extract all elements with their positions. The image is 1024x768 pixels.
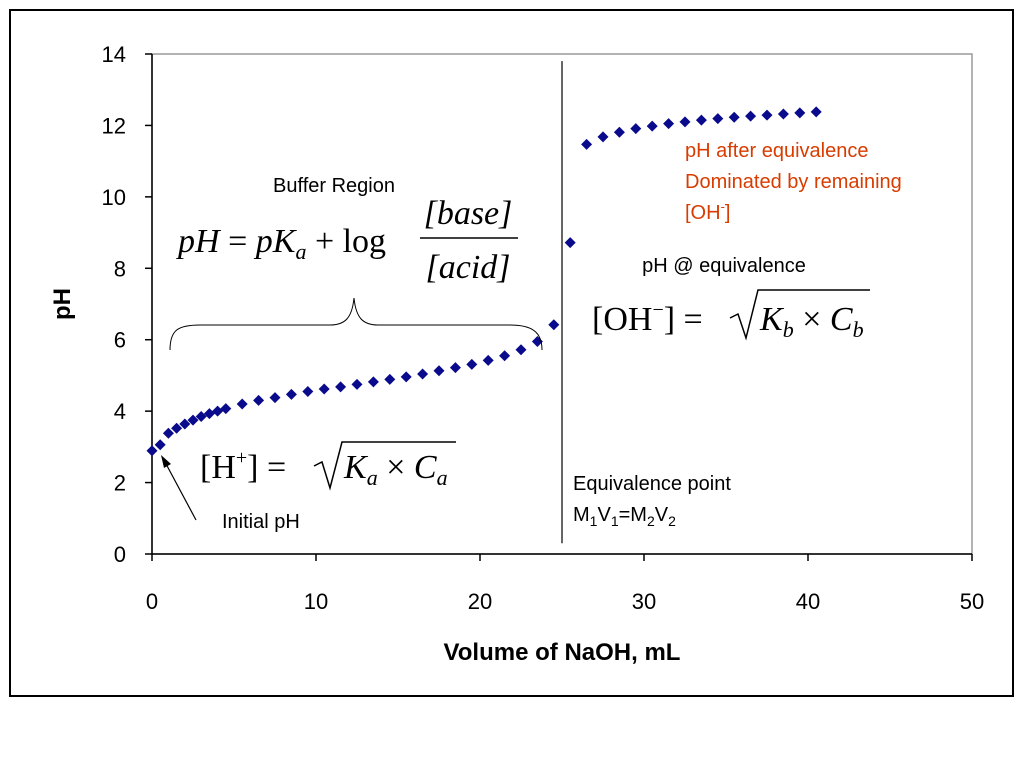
equation-h-right: Ka × Ca xyxy=(343,449,448,490)
data-point xyxy=(745,110,757,122)
data-point xyxy=(663,118,675,130)
data-point xyxy=(466,358,478,370)
sqrt-sign xyxy=(313,441,456,491)
after-equivalence-line-2: Dominated by remaining xyxy=(685,171,902,193)
y-axis-title: pH xyxy=(49,288,76,320)
data-point xyxy=(794,107,806,119)
equation-henderson-numerator: [base] xyxy=(424,195,513,232)
data-point xyxy=(203,408,215,420)
data-point xyxy=(810,106,822,118)
oh-equivalence-equation: [OH−] = Kb × Cb xyxy=(592,289,870,342)
data-point xyxy=(499,350,511,362)
y-tick-label: 14 xyxy=(102,42,126,67)
y-tick-label: 6 xyxy=(114,328,126,353)
initial-ph-arrow xyxy=(164,461,197,521)
x-tick-label: 40 xyxy=(796,589,820,614)
data-point xyxy=(564,237,576,249)
equation-oh-left: [OH−] = xyxy=(592,299,703,338)
equivalence-point-label: Equivalence point xyxy=(573,473,731,495)
initial-ph-label: Initial pH xyxy=(222,511,300,533)
x-tick-label: 30 xyxy=(632,589,656,614)
y-tick-label: 0 xyxy=(114,542,126,567)
data-point xyxy=(351,378,363,390)
y-tick-label: 4 xyxy=(114,399,126,424)
data-point xyxy=(318,383,330,395)
molarity-relation: M1V1=M2V2 xyxy=(573,504,676,529)
data-point xyxy=(195,411,207,422)
ph-at-equivalence-label: pH @ equivalence xyxy=(642,255,806,277)
data-point xyxy=(630,123,642,135)
data-point xyxy=(384,373,396,385)
y-tick-label: 12 xyxy=(102,113,126,138)
data-point xyxy=(162,427,174,439)
data-point xyxy=(285,388,297,400)
axis-tick-labels: 0 10 20 30 40 50 0 2 4 6 8 10 12 14 xyxy=(102,42,985,614)
data-point xyxy=(597,131,609,143)
data-point xyxy=(761,109,773,121)
henderson-hasselbalch-equation: pH = pKa + log [base] [acid] xyxy=(176,195,518,286)
data-point xyxy=(695,114,707,126)
data-point xyxy=(187,414,199,426)
data-point xyxy=(253,394,265,406)
x-tick-label: 50 xyxy=(960,589,984,614)
h-initial-equation: [H+] = Ka × Ca xyxy=(200,441,456,491)
data-point xyxy=(367,376,379,388)
data-point xyxy=(679,116,691,128)
x-tick-label: 10 xyxy=(304,589,328,614)
data-point xyxy=(482,354,494,366)
data-point xyxy=(728,111,740,123)
equation-henderson-denominator: [acid] xyxy=(426,249,511,286)
data-points xyxy=(146,106,822,457)
chart-frame xyxy=(9,9,1014,697)
buffer-region-label: Buffer Region xyxy=(273,175,395,197)
after-equivalence-line-3: [OH-] xyxy=(685,199,730,224)
data-point xyxy=(646,120,658,132)
buffer-region-brace xyxy=(169,297,543,351)
y-tick-label: 10 xyxy=(102,185,126,210)
after-equivalence-line-1: pH after equivalence xyxy=(685,140,868,162)
x-tick-label: 0 xyxy=(146,589,158,614)
data-point xyxy=(613,126,625,138)
data-point xyxy=(212,405,224,417)
data-point xyxy=(171,422,183,434)
y-tick-label: 8 xyxy=(114,256,126,281)
equation-henderson-left: pH = pKa + log xyxy=(176,223,386,264)
data-point xyxy=(581,138,593,150)
data-point xyxy=(417,368,429,380)
arrowhead-icon xyxy=(161,455,171,468)
data-point xyxy=(236,398,248,410)
after-equivalence-note: pH after equivalence Dominated by remain… xyxy=(685,140,902,224)
data-point xyxy=(179,418,191,430)
y-tick-label: 2 xyxy=(114,471,126,496)
sqrt-sign xyxy=(729,289,870,341)
data-point xyxy=(220,403,232,415)
data-point xyxy=(269,392,281,404)
equation-oh-right: Kb × Cb xyxy=(759,301,864,342)
equation-h-left: [H+] = xyxy=(200,447,286,486)
data-point xyxy=(302,386,314,397)
axis-ticks xyxy=(145,53,973,561)
data-point xyxy=(777,108,789,120)
data-point xyxy=(146,445,158,457)
data-point xyxy=(515,344,527,356)
data-point xyxy=(449,362,461,374)
data-point xyxy=(433,365,445,377)
x-tick-label: 20 xyxy=(468,589,492,614)
data-point xyxy=(712,113,724,125)
data-point xyxy=(400,371,412,383)
x-axis-title: Volume of NaOH, mL xyxy=(444,639,681,666)
data-point xyxy=(548,319,560,331)
data-point xyxy=(154,439,166,451)
data-point xyxy=(335,381,347,393)
